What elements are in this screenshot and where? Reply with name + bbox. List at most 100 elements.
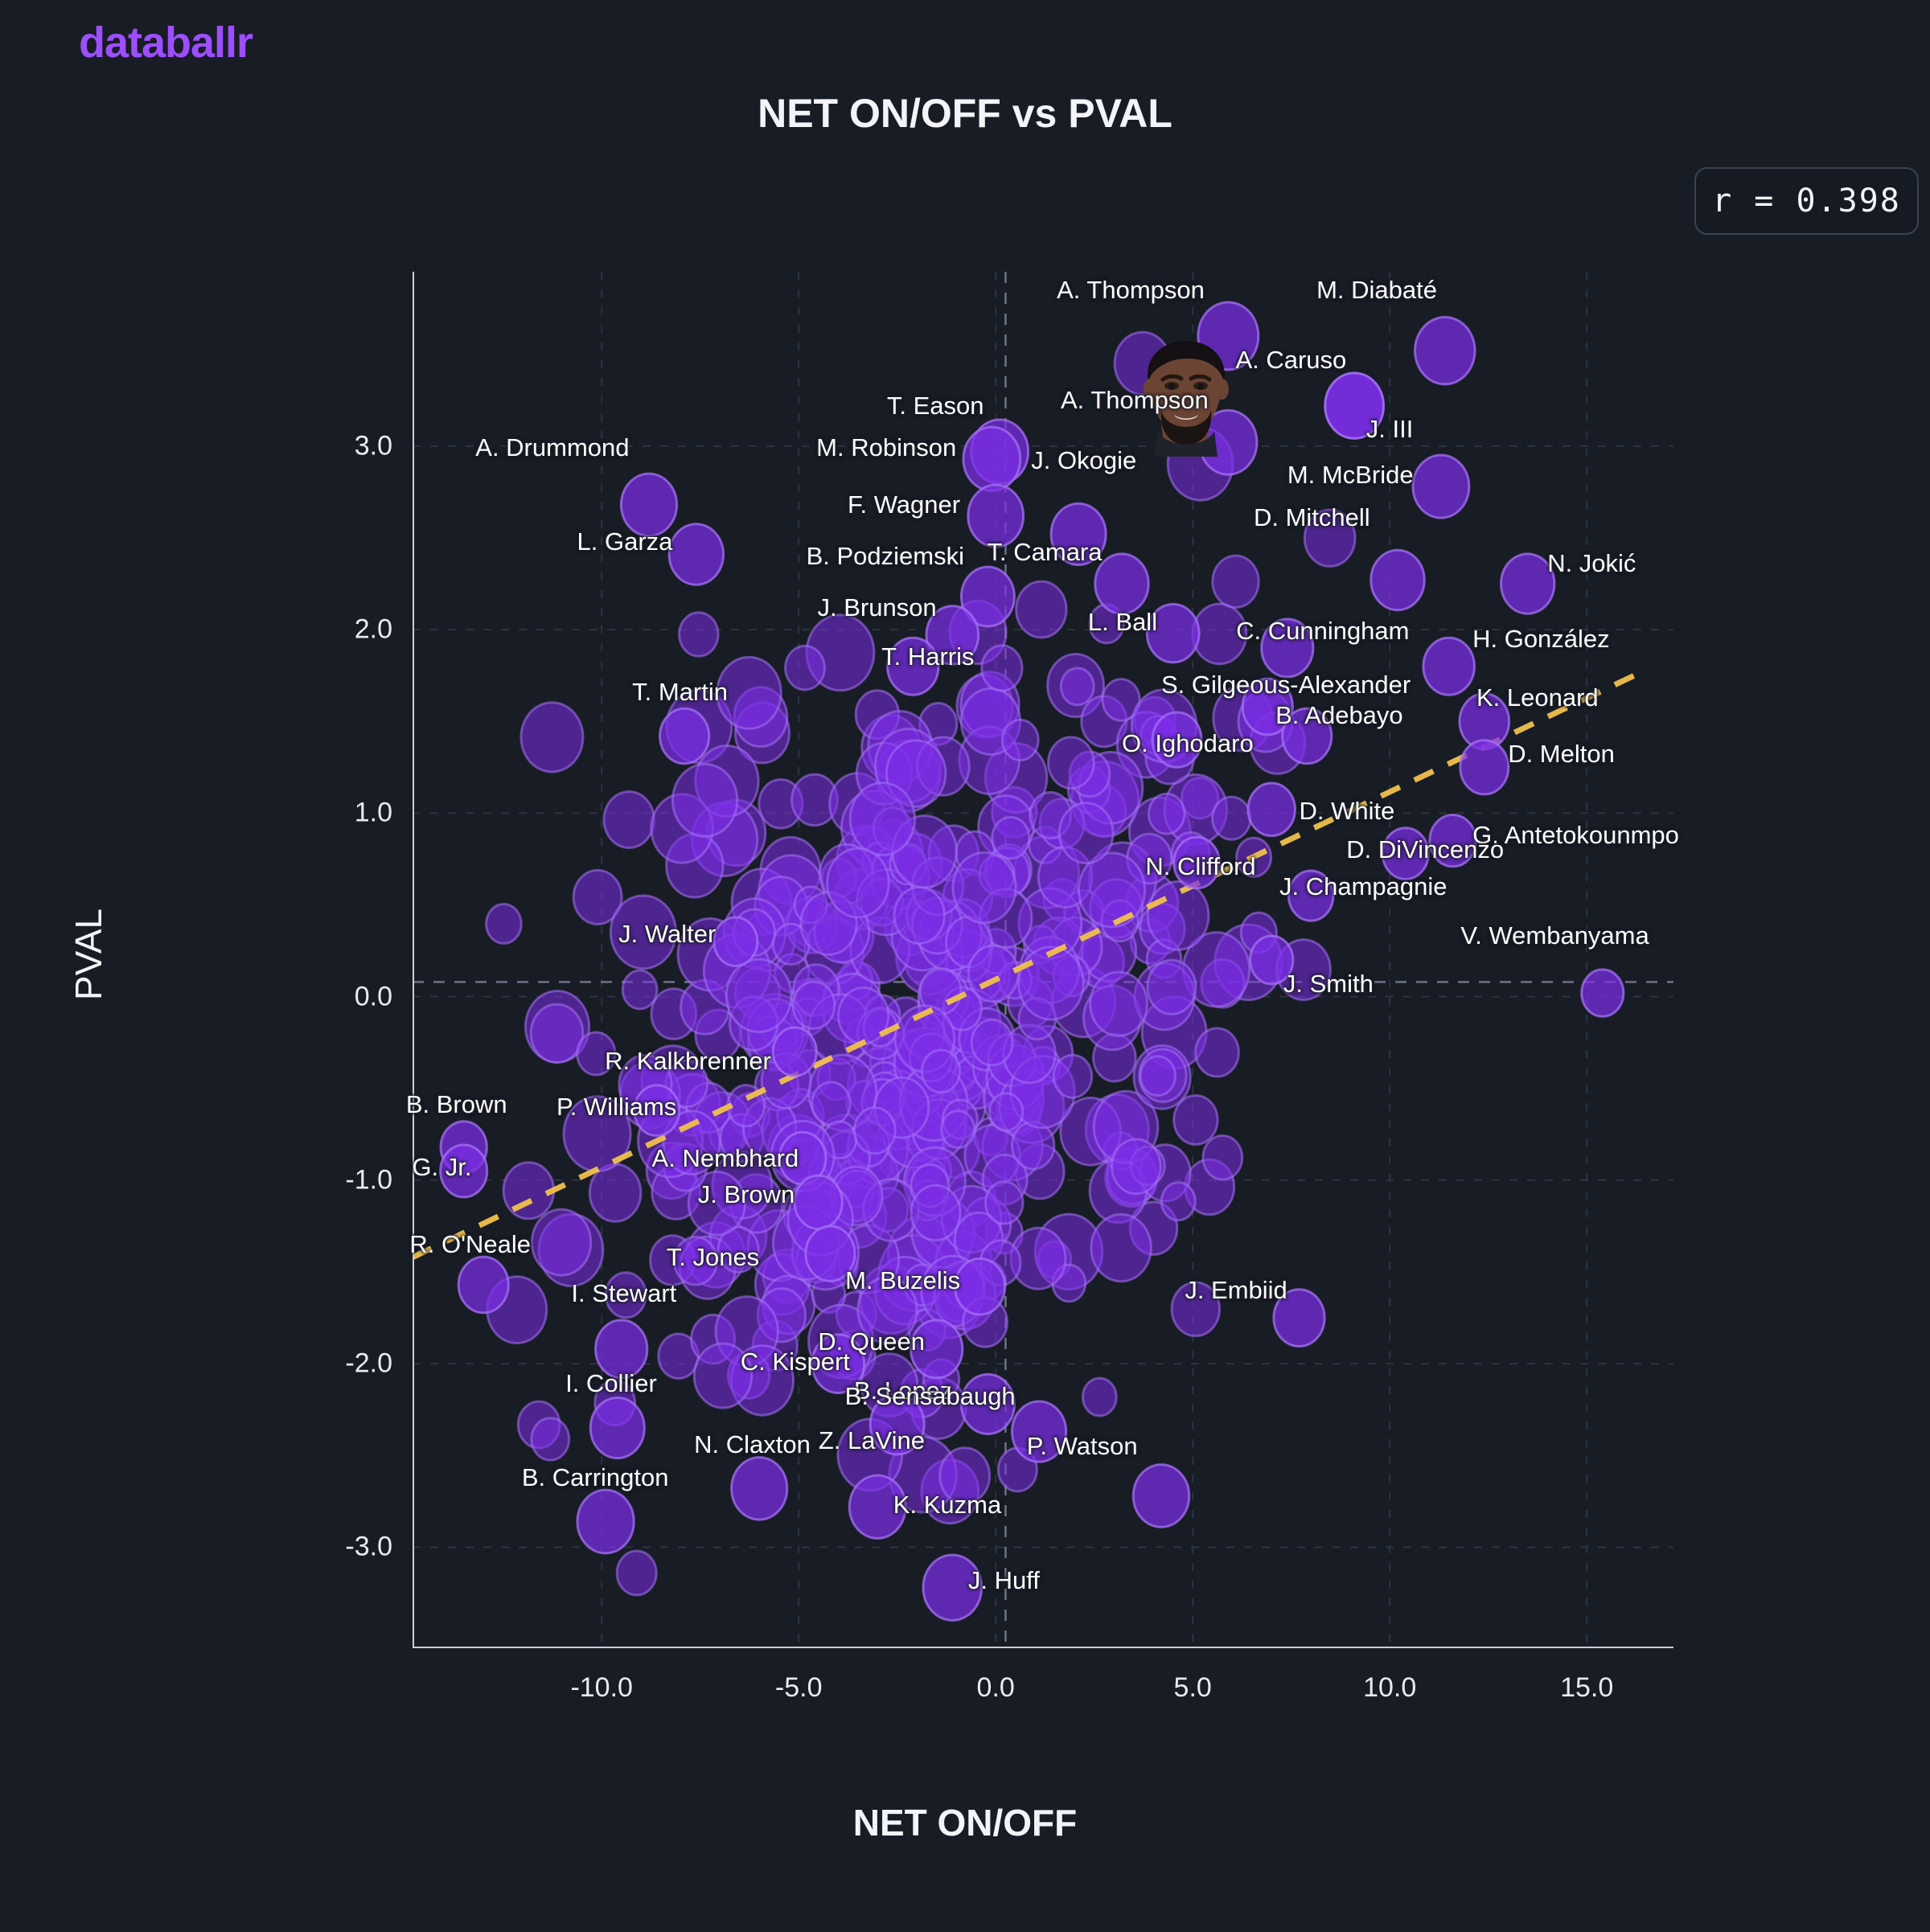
scatter-point-labeled[interactable] [1049, 502, 1107, 567]
scatter-point[interactable] [848, 781, 916, 857]
scatter-point[interactable] [1011, 1120, 1056, 1171]
scatter-point[interactable] [604, 1271, 647, 1319]
scatter-point-labeled[interactable] [1422, 636, 1476, 696]
scatter-point[interactable] [530, 1417, 571, 1462]
scatter-point[interactable] [621, 969, 659, 1011]
scatter-point[interactable] [1146, 880, 1210, 951]
scatter-point-labeled[interactable] [439, 1143, 489, 1199]
scatter-point[interactable] [662, 1110, 721, 1175]
scatter-point-labeled[interactable] [457, 1255, 510, 1315]
scatter-point[interactable] [1081, 1376, 1118, 1417]
scatter-point-labeled[interactable] [1459, 739, 1510, 796]
scatter-point-labeled[interactable] [1145, 602, 1201, 664]
scatter-point[interactable] [1015, 580, 1068, 639]
scatter-point-labeled[interactable] [633, 1084, 681, 1138]
scatter-point-labeled[interactable] [730, 1456, 789, 1521]
scatter-point[interactable] [1047, 736, 1095, 790]
scatter-point-labeled[interactable] [959, 565, 1016, 628]
scatter-point-labeled[interactable] [1411, 453, 1471, 519]
scatter-point-labeled[interactable] [589, 1397, 646, 1460]
scatter-point[interactable] [519, 701, 585, 773]
scatter-point[interactable] [678, 611, 720, 658]
scatter-point[interactable] [671, 762, 739, 838]
scatter-point[interactable] [1172, 1094, 1219, 1146]
scatter-point[interactable] [725, 958, 793, 1034]
scatter-point-labeled[interactable] [667, 523, 725, 586]
scatter-point[interactable] [1211, 554, 1260, 609]
scatter-point[interactable] [609, 894, 678, 970]
scatter-point[interactable] [1057, 802, 1115, 865]
scatter-point-labeled[interactable] [1011, 1400, 1068, 1463]
scatter-point[interactable] [1194, 1027, 1240, 1078]
scatter-point[interactable] [826, 847, 890, 919]
scatter-point[interactable] [940, 1110, 976, 1150]
scatter-point[interactable] [852, 1106, 897, 1155]
scatter-point[interactable] [530, 1208, 593, 1277]
scatter-point-labeled[interactable] [925, 605, 980, 666]
scatter-point-labeled[interactable] [1381, 827, 1430, 881]
scatter-point[interactable] [602, 790, 655, 849]
scatter-point[interactable] [615, 1549, 658, 1597]
scatter-point[interactable] [984, 1180, 1025, 1225]
scatter-point[interactable] [970, 1018, 1014, 1067]
scatter-point-labeled[interactable] [1369, 548, 1426, 612]
scatter-point-labeled[interactable] [659, 707, 711, 765]
scatter-point-labeled[interactable] [712, 916, 759, 967]
scatter-point-labeled[interactable] [811, 1333, 866, 1394]
scatter-point-labeled[interactable] [793, 1174, 844, 1230]
scatter-point-labeled[interactable] [848, 1474, 907, 1540]
scatter-point-labeled[interactable] [1172, 835, 1221, 890]
scatter-point-labeled[interactable] [1151, 711, 1203, 769]
scatter-point[interactable] [1201, 1134, 1244, 1181]
scatter-point[interactable] [967, 944, 1020, 1003]
scatter-point[interactable] [1160, 1181, 1197, 1222]
scatter-point[interactable] [1147, 792, 1186, 835]
scatter-point[interactable] [938, 1446, 992, 1505]
scatter-point[interactable] [1090, 1212, 1152, 1283]
scatter-point[interactable] [572, 868, 623, 925]
scatter-point[interactable] [1211, 795, 1252, 841]
scatter-point-labeled[interactable] [1272, 1288, 1326, 1348]
scatter-point[interactable] [1139, 1055, 1177, 1097]
scatter-point[interactable] [1089, 970, 1149, 1037]
scatter-point[interactable] [588, 1163, 643, 1223]
scatter-point[interactable] [784, 644, 826, 691]
scatter-point-labeled[interactable] [886, 636, 940, 696]
scatter-point[interactable] [1000, 718, 1040, 762]
scatter-point[interactable] [951, 851, 1017, 925]
scatter-point-labeled[interactable] [1249, 934, 1295, 986]
scatter-point[interactable] [1111, 1138, 1162, 1196]
scatter-point[interactable] [910, 1183, 962, 1242]
scatter-point-labeled[interactable] [1260, 617, 1315, 679]
scatter-point-labeled[interactable] [1281, 707, 1333, 765]
scatter-point-labeled[interactable] [967, 483, 1025, 548]
scatter-point-labeled[interactable] [594, 1319, 649, 1380]
scatter-point-labeled[interactable] [1580, 968, 1625, 1018]
scatter-point[interactable] [687, 1171, 746, 1237]
scatter-point-labeled[interactable] [804, 1224, 856, 1282]
scatter-point[interactable] [672, 1236, 718, 1286]
scatter-point[interactable] [1101, 678, 1141, 722]
scatter-point-labeled[interactable] [962, 425, 1022, 492]
scatter-point[interactable] [980, 644, 1024, 692]
scatter-point-labeled[interactable] [1197, 301, 1260, 371]
scatter-point-labeled[interactable] [910, 1319, 964, 1380]
scatter-point[interactable] [1113, 330, 1172, 396]
scatter-point[interactable] [791, 980, 836, 1030]
scatter-point[interactable] [692, 1342, 754, 1409]
scatter-point[interactable] [716, 655, 782, 730]
scatter-point[interactable] [1170, 1281, 1222, 1338]
scatter-point-labeled[interactable] [959, 1372, 1016, 1435]
scatter-point[interactable] [811, 1081, 852, 1126]
scatter-point-labeled[interactable] [922, 1553, 983, 1622]
scatter-point[interactable] [991, 815, 1031, 860]
scatter-point-labeled[interactable] [1198, 408, 1259, 476]
scatter-point-labeled[interactable] [1246, 781, 1296, 838]
scatter-point-labeled[interactable] [1324, 371, 1385, 440]
scatter-point[interactable] [717, 1225, 760, 1274]
scatter-point[interactable] [485, 903, 523, 945]
scatter-point-labeled[interactable] [1287, 869, 1335, 922]
scatter-point-labeled[interactable] [1428, 813, 1477, 868]
scatter-point-labeled[interactable] [1094, 552, 1150, 615]
scatter-point-labeled[interactable] [771, 1026, 818, 1077]
